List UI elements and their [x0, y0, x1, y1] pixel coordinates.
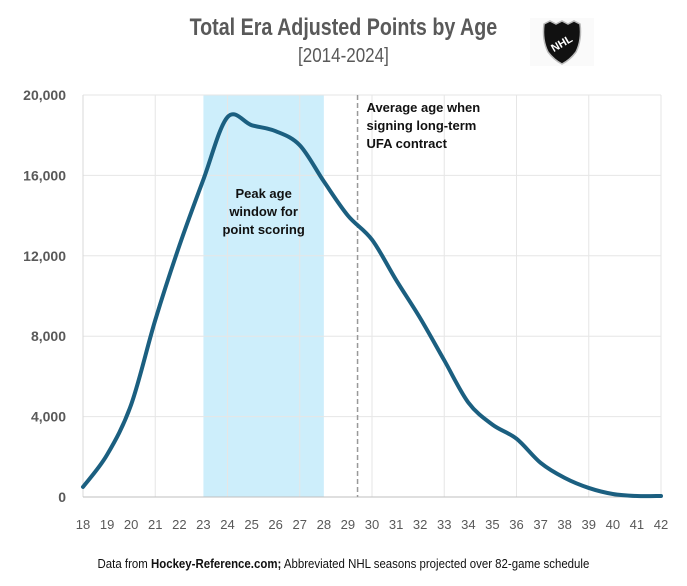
x-tick-label: 42	[654, 517, 668, 532]
nhl-logo: NHL	[530, 18, 594, 66]
x-tick-label: 20	[124, 517, 138, 532]
x-tick-label: 38	[557, 517, 571, 532]
x-tick-label: 25	[244, 517, 258, 532]
reference-line-label: Average age when	[367, 100, 481, 115]
x-tick-label: 26	[268, 517, 282, 532]
chart-footer: Data from Hockey-Reference.com; Abbrevia…	[41, 556, 646, 571]
y-tick-label: 16,000	[23, 167, 66, 183]
x-tick-label: 23	[196, 517, 210, 532]
y-tick-label: 8,000	[31, 328, 66, 344]
x-tick-label: 40	[606, 517, 620, 532]
chart-title: Total Era Adjusted Points by Age	[189, 14, 498, 41]
x-tick-label: 37	[533, 517, 547, 532]
x-tick-label: 41	[630, 517, 644, 532]
x-tick-label: 30	[365, 517, 379, 532]
chart-subtitle: [2014-2024]	[298, 45, 389, 67]
band-label: point scoring	[222, 222, 304, 237]
y-tick-label: 0	[58, 489, 66, 505]
reference-line-label: UFA contract	[367, 136, 448, 151]
y-tick-label: 12,000	[23, 248, 66, 264]
x-tick-label: 36	[509, 517, 523, 532]
y-tick-label: 4,000	[31, 409, 66, 425]
x-tick-label: 39	[582, 517, 596, 532]
x-tick-label: 34	[461, 517, 475, 532]
x-tick-label: 21	[148, 517, 162, 532]
x-tick-label: 32	[413, 517, 427, 532]
x-tick-label: 19	[100, 517, 114, 532]
x-tick-label: 28	[317, 517, 331, 532]
peak-age-band	[203, 95, 324, 497]
x-tick-label: 35	[485, 517, 499, 532]
x-tick-label: 33	[437, 517, 451, 532]
x-tick-label: 27	[293, 517, 307, 532]
y-tick-label: 20,000	[23, 87, 66, 103]
x-tick-label: 22	[172, 517, 186, 532]
x-tick-label: 31	[389, 517, 403, 532]
x-tick-label: 18	[76, 517, 90, 532]
band-label: window for	[228, 204, 298, 219]
reference-line-label: signing long-term	[367, 118, 477, 133]
band-label: Peak age	[235, 186, 291, 201]
x-tick-label: 29	[341, 517, 355, 532]
footer-suffix: Abbreviated NHL seasons projected over 8…	[281, 556, 590, 571]
footer-source: Hockey-Reference.com;	[150, 556, 282, 571]
x-tick-label: 24	[220, 517, 234, 532]
footer-prefix: Data from	[97, 556, 151, 571]
